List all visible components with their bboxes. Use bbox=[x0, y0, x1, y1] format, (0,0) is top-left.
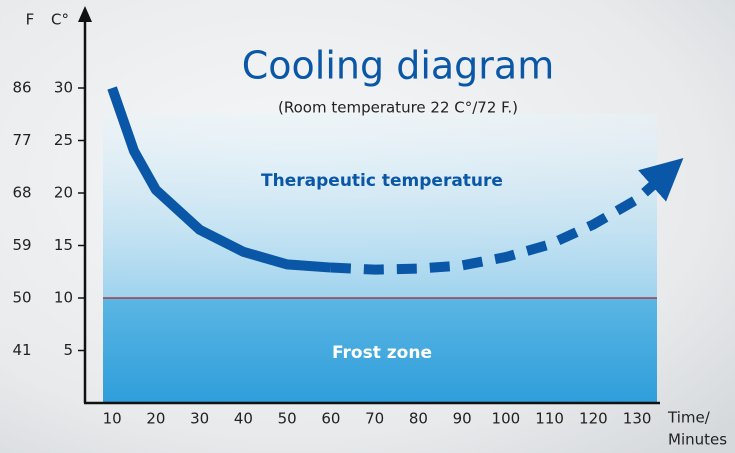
x-tick-label: 40 bbox=[234, 410, 253, 428]
x-axis-label: Time/ bbox=[667, 409, 711, 427]
y2-tick-label: 59 bbox=[12, 236, 31, 254]
y-tick-label: 10 bbox=[54, 289, 73, 307]
y-tick-label: 25 bbox=[54, 131, 73, 149]
x-tick-label: 120 bbox=[579, 410, 608, 428]
x-tick-label: 60 bbox=[321, 410, 340, 428]
y-tick-label: 30 bbox=[54, 79, 73, 97]
x-tick-label: 70 bbox=[365, 410, 384, 428]
x-tick-label: 100 bbox=[492, 410, 521, 428]
y-tick-label: 20 bbox=[54, 184, 73, 202]
y-tick-label: 5 bbox=[63, 341, 73, 359]
x-tick-label: 10 bbox=[103, 410, 122, 428]
chart-subtitle: (Room temperature 22 C°/72 F.) bbox=[278, 99, 518, 117]
y2-tick-label: 77 bbox=[12, 131, 31, 149]
x-tick-label: 130 bbox=[623, 410, 652, 428]
x-tick-label: 20 bbox=[146, 410, 165, 428]
y-tick-label: 15 bbox=[54, 236, 73, 254]
zone-label: Therapeutic temperature bbox=[261, 171, 503, 191]
y2-axis-label: F bbox=[26, 11, 35, 29]
x-tick-label: 110 bbox=[535, 410, 564, 428]
zone-label: Frost zone bbox=[332, 343, 432, 363]
x-tick-label: 90 bbox=[453, 410, 472, 428]
y2-tick-label: 68 bbox=[12, 184, 31, 202]
chart: Therapeutic temperature Frost zone Coolin… bbox=[0, 0, 735, 453]
y2-tick-label: 50 bbox=[12, 289, 31, 307]
y-axis-label: C° bbox=[51, 11, 69, 29]
x-tick-label: 80 bbox=[409, 410, 428, 428]
y2-tick-label: 41 bbox=[12, 341, 31, 359]
x-tick-label: 50 bbox=[278, 410, 297, 428]
x-tick-label: 30 bbox=[190, 410, 209, 428]
y2-tick-label: 86 bbox=[12, 79, 31, 97]
chart-title: Cooling diagram bbox=[242, 44, 554, 88]
x-axis-label: Minutes bbox=[668, 431, 727, 449]
